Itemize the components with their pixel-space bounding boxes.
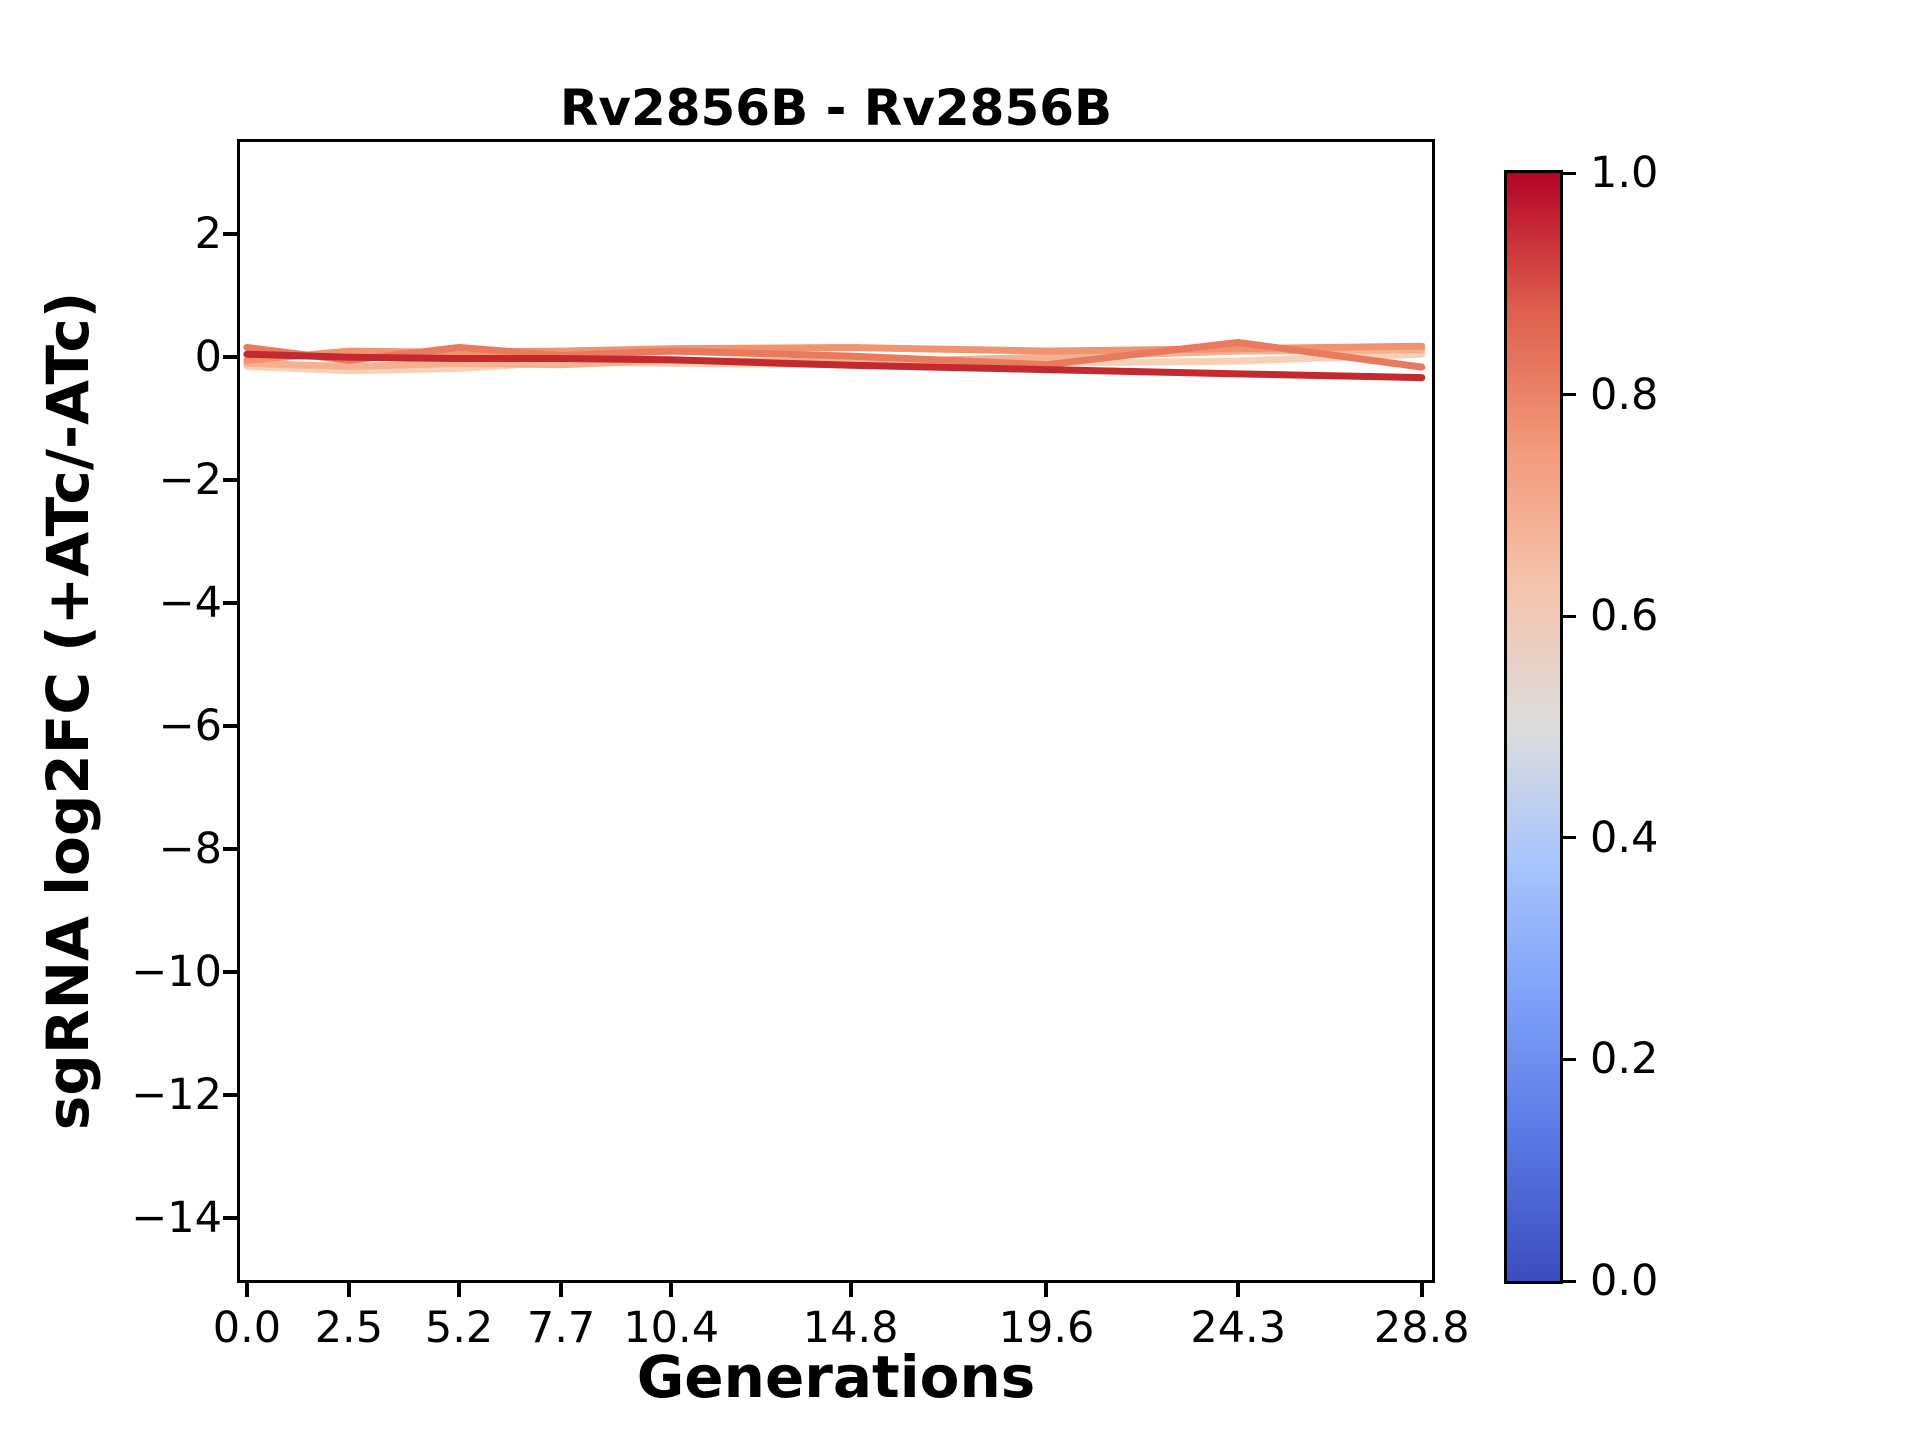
colorbar-tick <box>1563 614 1576 618</box>
y-tick-label: 0 <box>194 332 222 383</box>
x-tick-label: 10.4 <box>623 1303 720 1353</box>
y-tick-label: −4 <box>158 578 222 629</box>
x-tick <box>1236 1283 1241 1297</box>
x-tick <box>346 1283 351 1297</box>
colorbar-tick <box>1563 171 1576 175</box>
x-tick <box>1419 1283 1424 1297</box>
colorbar-tick-label: 0.8 <box>1590 369 1659 420</box>
x-tick-label: 5.2 <box>424 1303 494 1353</box>
y-tick <box>223 1216 237 1221</box>
colorbar-tick <box>1563 1279 1576 1283</box>
series-line-1 <box>243 350 1426 382</box>
y-tick-label: −6 <box>158 701 222 752</box>
colorbar-tick <box>1563 836 1576 840</box>
x-tick-label: 2.5 <box>314 1303 384 1353</box>
y-tick-label: 2 <box>194 209 222 260</box>
x-tick <box>244 1283 249 1297</box>
colorbar-tick-label: 0.6 <box>1590 591 1659 642</box>
y-tick-label: −2 <box>158 455 222 506</box>
x-tick <box>669 1283 674 1297</box>
colorbar <box>1504 170 1563 1284</box>
x-tick <box>457 1283 462 1297</box>
y-tick <box>223 355 237 360</box>
y-tick <box>223 970 237 975</box>
x-tick-label: 14.8 <box>802 1303 899 1353</box>
y-tick <box>223 1093 237 1098</box>
colorbar-tick-label: 1.0 <box>1590 148 1659 198</box>
chart-title: Rv2856B - Rv2856B <box>559 79 1113 137</box>
y-tick-label: −8 <box>158 824 222 875</box>
x-tick-label: 0.0 <box>212 1303 282 1353</box>
x-tick <box>1044 1283 1049 1297</box>
y-tick-label: −14 <box>131 1193 222 1244</box>
plot-area <box>237 139 1435 1283</box>
x-axis-label: Generations <box>636 1343 1036 1411</box>
x-tick <box>559 1283 564 1297</box>
colorbar-tick <box>1563 1057 1576 1061</box>
y-tick <box>223 724 237 729</box>
y-tick <box>223 847 237 852</box>
line-series-svg <box>243 339 1426 382</box>
x-tick <box>848 1283 853 1297</box>
colorbar-tick <box>1563 393 1576 397</box>
x-tick-label: 7.7 <box>526 1303 596 1353</box>
y-tick <box>223 478 237 483</box>
x-tick-label: 24.3 <box>1190 1303 1287 1353</box>
y-tick <box>223 601 237 606</box>
x-tick-label: 28.8 <box>1373 1303 1470 1353</box>
y-tick-label: −12 <box>131 1070 222 1121</box>
y-tick-label: −10 <box>131 947 222 998</box>
colorbar-tick-label: 0.0 <box>1590 1256 1659 1306</box>
y-tick <box>223 232 237 237</box>
x-tick-label: 19.6 <box>998 1303 1095 1353</box>
colorbar-tick-label: 0.4 <box>1590 812 1659 863</box>
colorbar-tick-label: 0.2 <box>1590 1034 1659 1085</box>
